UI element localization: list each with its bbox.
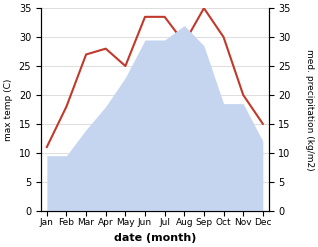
Y-axis label: med. precipitation (kg/m2): med. precipitation (kg/m2): [305, 49, 314, 170]
X-axis label: date (month): date (month): [114, 233, 196, 243]
Y-axis label: max temp (C): max temp (C): [4, 78, 13, 141]
